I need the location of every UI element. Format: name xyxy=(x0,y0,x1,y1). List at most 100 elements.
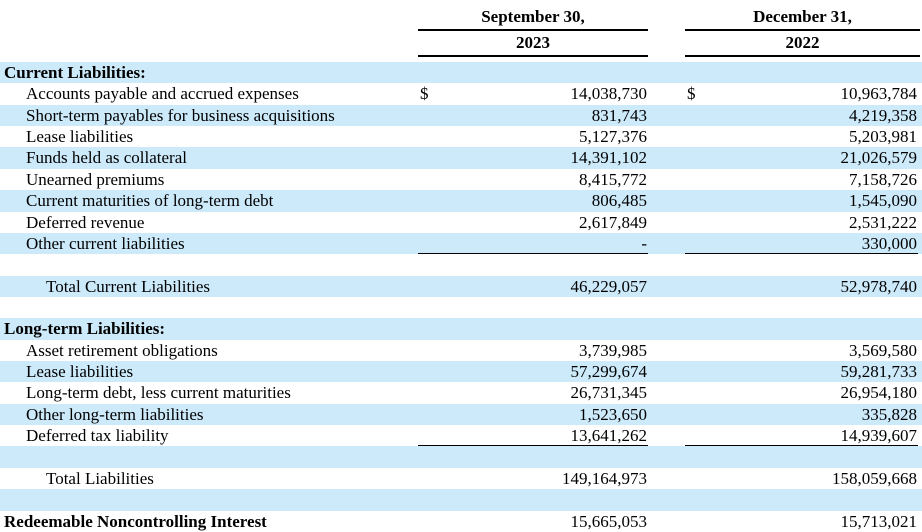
row-label: Lease liabilities xyxy=(26,127,134,147)
column-gap xyxy=(648,318,685,339)
amount-2022: 3,569,580 xyxy=(849,340,917,360)
currency-symbol-2022 xyxy=(685,340,707,361)
line-item-row: Short-term payables for business acquisi… xyxy=(0,104,922,127)
currency-symbol-2023 xyxy=(418,276,440,297)
line-item-row: Other long-term liabilities 1,523,650 33… xyxy=(0,403,922,426)
currency-symbol-2022 xyxy=(685,169,707,190)
amount-2022 xyxy=(707,446,918,467)
row-label: Redeemable Noncontrolling Interest xyxy=(4,511,267,531)
row-label: Short-term payables for business acquisi… xyxy=(26,105,335,125)
amount-2023: 149,164,973 xyxy=(562,468,647,488)
row-label: Asset retirement obligations xyxy=(26,340,218,360)
currency-symbol-2023 xyxy=(418,382,440,403)
currency-symbol-2022 xyxy=(685,404,707,425)
currency-symbol-2022 xyxy=(685,425,707,447)
amount-2023 xyxy=(440,489,648,510)
total-row: Total Liabilities 149,164,973 158,059,66… xyxy=(0,468,922,489)
spacer-row xyxy=(0,297,922,318)
row-label xyxy=(0,489,418,510)
amount-2023: 46,229,057 xyxy=(570,276,648,296)
row-label: Accounts payable and accrued expenses xyxy=(26,84,299,104)
currency-symbol-2023 xyxy=(418,489,440,510)
column-gap xyxy=(648,83,685,104)
amount-2022 xyxy=(707,318,918,339)
amount-2022: 59,281,733 xyxy=(840,362,918,382)
currency-symbol-2022 xyxy=(685,511,707,532)
amount-2023 xyxy=(440,297,648,318)
amount-2022: 330,000 xyxy=(707,233,918,255)
amount-2022: 335,828 xyxy=(861,404,917,424)
column-gap xyxy=(648,105,685,126)
amount-2022: 52,978,740 xyxy=(840,276,918,296)
column-gap xyxy=(648,126,685,147)
line-item-row: Lease liabilities 57,299,674 59,281,733 xyxy=(0,361,922,383)
column-gap xyxy=(648,361,685,382)
currency-symbol-2023 xyxy=(418,254,440,275)
currency-symbol-2022 xyxy=(685,468,707,489)
section-header-row: Current Liabilities: xyxy=(0,62,922,84)
column-gap xyxy=(648,233,685,254)
column-gap xyxy=(648,297,685,318)
liabilities-table-body: Current Liabilities: Accounts payable an… xyxy=(0,62,922,532)
line-item-row: Long-term debt, less current maturities … xyxy=(0,382,922,403)
currency-symbol-2022 xyxy=(685,318,707,339)
amount-2023: 806,485 xyxy=(591,191,647,211)
column-gap xyxy=(648,169,685,190)
amount-2023: 14,391,102 xyxy=(570,148,648,168)
currency-symbol-2022 xyxy=(685,190,707,211)
column-gap xyxy=(648,511,685,532)
amount-2022 xyxy=(707,297,918,318)
amount-2023 xyxy=(440,254,648,275)
row-label: Deferred revenue xyxy=(26,212,145,232)
amount-2023 xyxy=(440,62,648,83)
line-item-row: Funds held as collateral 14,391,102 21,0… xyxy=(0,147,922,169)
line-item-row: Deferred revenue 2,617,849 2,531,222 xyxy=(0,212,922,233)
row-label: Total Liabilities xyxy=(46,468,154,488)
currency-symbol-2022 xyxy=(685,276,707,297)
currency-symbol-2023 xyxy=(418,190,440,211)
currency-symbol-2023: $ xyxy=(420,84,429,104)
currency-symbol-2023 xyxy=(418,318,440,339)
amount-2023: 15,665,053 xyxy=(570,511,648,531)
currency-symbol-2022 xyxy=(685,382,707,403)
currency-symbol-2022 xyxy=(685,147,707,168)
column-header-2022: December 31, 2022 xyxy=(685,5,920,62)
currency-symbol-2022 xyxy=(685,489,707,510)
table-header: September 30, 2023 December 31, 2022 xyxy=(0,0,922,62)
spacer-row xyxy=(0,489,922,511)
row-label xyxy=(0,446,418,467)
amount-2023: 26,731,345 xyxy=(570,383,648,403)
header-column-gap xyxy=(648,5,685,62)
column-gap xyxy=(648,212,685,233)
row-label: Lease liabilities xyxy=(26,362,134,382)
amount-2022 xyxy=(707,254,918,275)
amount-2022: 21,026,579 xyxy=(840,148,918,168)
column-header-2023: September 30, 2023 xyxy=(418,5,648,62)
currency-symbol-2022 xyxy=(685,62,707,83)
line-item-row: Accounts payable and accrued expenses $ … xyxy=(0,83,922,104)
row-label: Other current liabilities xyxy=(26,233,185,253)
row-label xyxy=(0,297,418,318)
amount-2023 xyxy=(440,318,648,339)
column-gap xyxy=(648,425,685,446)
column-gap xyxy=(648,62,685,83)
row-label: Current Liabilities: xyxy=(4,63,146,82)
row-label: Total Current Liabilities xyxy=(46,276,211,296)
section-header-row: Long-term Liabilities: xyxy=(0,318,922,340)
amount-2023: 5,127,376 xyxy=(579,127,647,147)
currency-symbol-2023 xyxy=(418,297,440,318)
amount-2022: 15,713,021 xyxy=(840,511,918,531)
row-label: Other long-term liabilities xyxy=(26,404,204,424)
amount-2023: 8,415,772 xyxy=(579,169,647,189)
column-gap xyxy=(648,446,685,467)
currency-symbol-2022 xyxy=(685,254,707,275)
column-gap xyxy=(648,382,685,403)
currency-symbol-2023 xyxy=(418,212,440,233)
column-gap xyxy=(648,340,685,361)
column-header-2023-year: 2023 xyxy=(418,31,648,57)
column-gap xyxy=(648,190,685,211)
currency-symbol-2023 xyxy=(418,147,440,168)
row-label: Current maturities of long-term debt xyxy=(26,191,274,211)
currency-symbol-2023 xyxy=(418,425,440,447)
currency-symbol-2022: $ xyxy=(687,84,696,104)
